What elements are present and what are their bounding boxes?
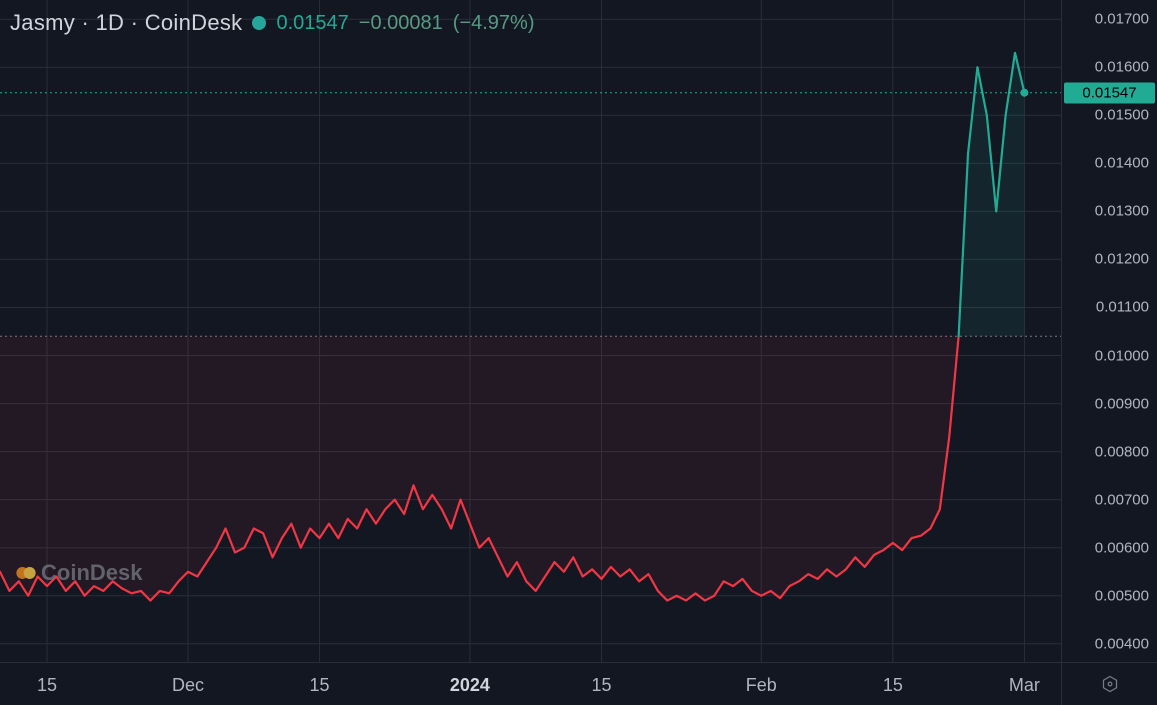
price-change-pct: (−4.97%)	[453, 12, 535, 35]
price-change: −0.00081	[359, 12, 443, 35]
y-tick-label: 0.01100	[1096, 299, 1149, 316]
ticker-name: Jasmy	[10, 10, 75, 35]
y-tick-label: 0.01500	[1095, 107, 1149, 124]
x-tick-label: 15	[310, 675, 330, 696]
y-axis[interactable]: 0.01700 0.01600 0.01547 0.01500 0.01400 0.013…	[1061, 0, 1157, 663]
y-tick-label: 0.01600	[1095, 59, 1149, 76]
x-tick-label: 15	[883, 675, 903, 696]
x-tick-label: 2024	[450, 675, 490, 696]
y-tick-label: 0.01700	[1095, 11, 1149, 28]
y-tick-label: 0.00900	[1095, 395, 1149, 412]
x-tick-label: Dec	[172, 675, 204, 696]
y-tick-label: 0.00500	[1095, 587, 1149, 604]
chart-plot[interactable]	[0, 0, 1062, 663]
y-tick-label: 0.00700	[1095, 491, 1149, 508]
gear-icon	[1100, 674, 1120, 694]
chart-title: Jasmy · 1D · CoinDesk	[10, 10, 242, 36]
y-tick-label: 0.01400	[1095, 155, 1149, 172]
axis-settings-button[interactable]	[1061, 662, 1157, 705]
coindesk-logo-icon	[15, 562, 37, 584]
y-tick-label: 0.00400	[1095, 635, 1149, 652]
source-label: CoinDesk	[145, 10, 243, 35]
x-tick-label: Mar	[1009, 675, 1040, 696]
y-tick-label: 0.01300	[1095, 203, 1149, 220]
x-tick-label: 15	[37, 675, 57, 696]
watermark-text: CoinDesk	[41, 560, 142, 586]
y-tick-label: 0.01000	[1095, 347, 1149, 364]
y-tick-label: 0.01200	[1095, 251, 1149, 268]
y-tick-label: 0.00800	[1095, 443, 1149, 460]
quote-block: 0.01547 −0.00081 (−4.97%)	[276, 12, 534, 35]
last-price: 0.01547	[276, 12, 348, 35]
y-tick-label: 0.00600	[1095, 539, 1149, 556]
price-chart[interactable]: Jasmy · 1D · CoinDesk 0.01547 −0.00081 (…	[0, 0, 1157, 705]
x-tick-label: 15	[591, 675, 611, 696]
x-tick-label: Feb	[746, 675, 777, 696]
interval-label: 1D	[96, 10, 125, 35]
current-price-tag: 0.01547	[1064, 82, 1155, 103]
coindesk-watermark: CoinDesk	[15, 560, 142, 586]
x-axis[interactable]: 15 Dec 15 2024 15 Feb 15 Mar	[0, 662, 1157, 705]
status-dot-icon	[252, 16, 266, 30]
chart-header: Jasmy · 1D · CoinDesk 0.01547 −0.00081 (…	[10, 10, 534, 36]
